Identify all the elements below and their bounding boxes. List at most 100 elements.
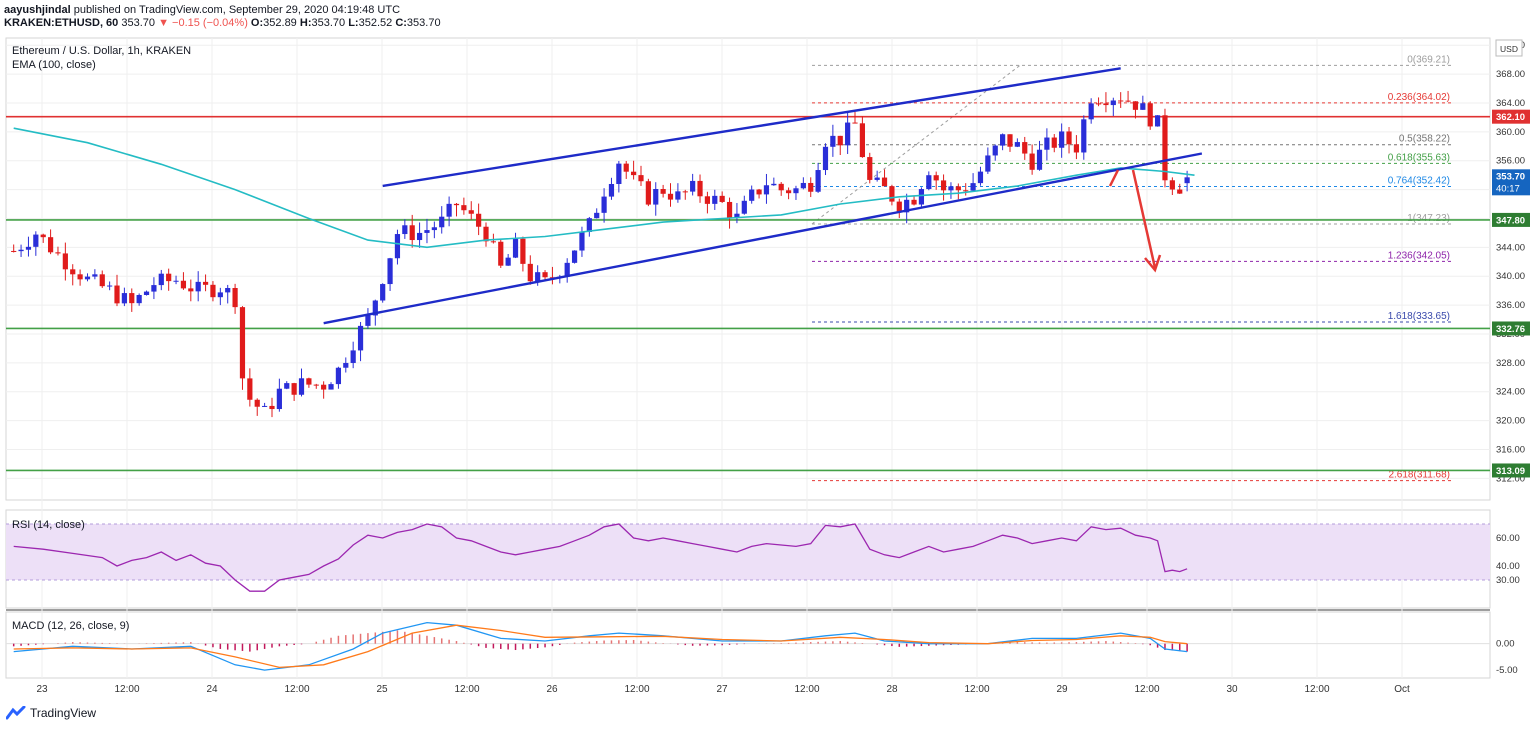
forecast-arrow-down [1131, 169, 1157, 269]
bull-candle [712, 195, 718, 204]
rsi-legend[interactable]: RSI (14, close) [12, 519, 85, 531]
forecast-arrow-up [1108, 169, 1120, 187]
bear-candle [232, 288, 238, 308]
bear-candle [1095, 103, 1102, 105]
bull-candle [763, 185, 770, 195]
support-tag-bg [1492, 321, 1530, 336]
bull-candle [608, 183, 615, 197]
bear-candle [881, 177, 888, 187]
bull-candle [25, 246, 32, 250]
bull-candle [822, 146, 829, 171]
bear-candle [1118, 100, 1124, 102]
bear-candle [955, 186, 961, 191]
bull-candle [217, 292, 223, 298]
y-tick-label: 324.00 [1496, 387, 1525, 398]
bear-candle [476, 213, 482, 227]
bear-candle [667, 193, 674, 200]
bull-candle [151, 285, 157, 292]
bull-candle [1014, 142, 1020, 147]
fib-label: 0.764(352.42) [1388, 176, 1450, 187]
y-tick-label: 328.00 [1496, 358, 1525, 369]
bear-candle [896, 201, 902, 213]
bull-candle [92, 274, 98, 277]
y-tick-label: 320.00 [1496, 416, 1525, 427]
bear-candle [623, 163, 629, 172]
bear-candle [520, 238, 526, 264]
bull-candle [771, 183, 777, 186]
bear-candle [313, 384, 319, 386]
bear-candle [210, 284, 216, 298]
instrument-legend[interactable]: Ethereum / U.S. Dollar, 1h, KRAKEN [12, 45, 192, 57]
x-tick-label: 28 [886, 684, 898, 695]
bear-candle [726, 201, 733, 218]
bull-candle [535, 272, 541, 282]
bull-candle [970, 183, 976, 191]
bull-candle [195, 281, 201, 292]
bear-candle [468, 210, 474, 214]
low-value: 352.52 [358, 17, 393, 29]
bull-candle [734, 213, 740, 218]
bull-candle [571, 250, 578, 263]
bull-candle [394, 234, 401, 259]
bear-candle [11, 250, 17, 252]
tradingview-logo[interactable]: TradingView [6, 706, 96, 720]
x-tick-label: 12:00 [284, 684, 309, 695]
high-value: 353.70 [311, 17, 346, 29]
publish-header: aayushjindal published on TradingView.co… [4, 4, 441, 30]
bull-candle [276, 388, 282, 410]
bull-candle [335, 367, 342, 385]
bear-candle [62, 253, 68, 270]
bull-candle [298, 378, 305, 395]
bear-candle [785, 190, 792, 194]
bull-candle [1088, 103, 1094, 120]
macd-legend[interactable]: MACD (12, 26, close, 9) [12, 620, 130, 632]
x-tick-label: 27 [716, 684, 728, 695]
bear-candle [1022, 142, 1028, 154]
x-tick-label: Oct [1394, 684, 1410, 695]
bull-candle [446, 203, 452, 217]
symbol: KRAKEN:ETHUSD, 60 [4, 17, 119, 29]
y-tick-label: 340.00 [1496, 271, 1525, 282]
fib-diagonal [811, 64, 1021, 225]
close-label: C: [395, 17, 407, 29]
bear-candle [756, 189, 762, 195]
bull-candle [579, 231, 585, 251]
bear-candle [645, 181, 651, 205]
macd-tick-label: -5.00 [1496, 665, 1518, 676]
bear-candle [1073, 144, 1080, 153]
support-tag: 332.76 [1496, 324, 1525, 335]
bear-candle [1125, 100, 1131, 102]
bear-candle [306, 378, 312, 385]
rsi-band [6, 524, 1490, 580]
bull-candle [84, 276, 91, 280]
bear-candle [631, 171, 637, 176]
bear-candle [704, 196, 711, 204]
currency-label: USD [1500, 44, 1518, 54]
bear-candle [483, 226, 489, 242]
y-tick-label: 312.00 [1496, 473, 1525, 484]
bear-candle [55, 252, 61, 254]
ema-100-line [13, 127, 1195, 249]
bull-candle [992, 145, 998, 156]
bull-candle [1140, 103, 1146, 110]
bull-candle [1036, 149, 1043, 170]
x-tick-label: 24 [206, 684, 218, 695]
last-price-tag: 353.70 [1496, 171, 1525, 182]
bull-candle [749, 189, 755, 201]
bull-candle [675, 191, 681, 200]
bull-candle [262, 405, 268, 407]
bull-candle [1110, 100, 1116, 106]
bear-candle [963, 190, 969, 192]
bear-candle [490, 241, 496, 243]
bull-candle [343, 362, 349, 368]
bear-candle [940, 180, 947, 191]
rsi-tick-label: 40.00 [1496, 561, 1520, 572]
ema-legend[interactable]: EMA (100, close) [12, 59, 96, 71]
bear-candle [269, 405, 275, 410]
bull-candle [365, 315, 371, 326]
bull-candle [653, 189, 659, 205]
bear-candle [911, 199, 917, 205]
bull-candle [121, 293, 127, 304]
author-name[interactable]: aayushjindal [4, 4, 71, 16]
bull-candle [830, 135, 836, 147]
